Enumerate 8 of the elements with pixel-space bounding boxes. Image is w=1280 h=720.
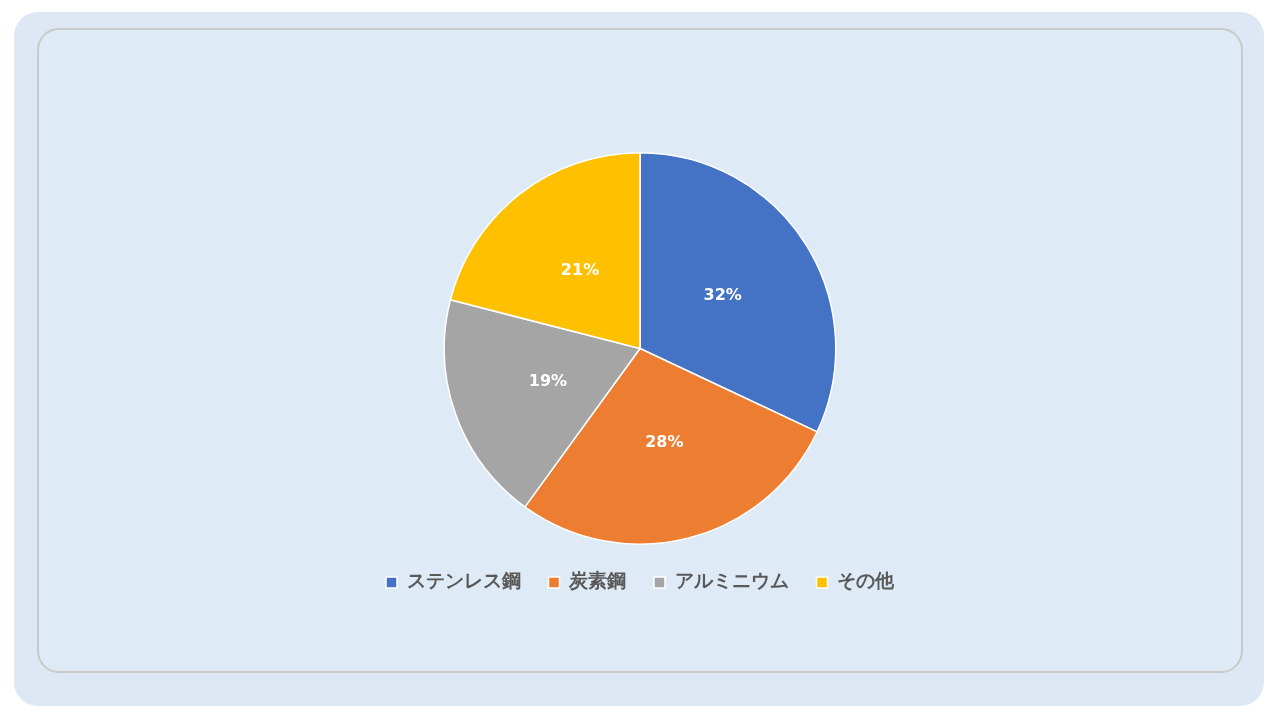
- legend-label: 炭素鋼: [568, 569, 626, 592]
- data-label: 21%: [560, 260, 600, 280]
- legend-label: その他: [837, 569, 895, 592]
- data-label: 32%: [703, 285, 742, 305]
- legend-label: ステンレス鋼: [406, 569, 521, 592]
- data-label: 28%: [645, 432, 684, 452]
- legend-label: アルミニウム: [674, 569, 789, 592]
- data-label: 19%: [528, 370, 568, 390]
